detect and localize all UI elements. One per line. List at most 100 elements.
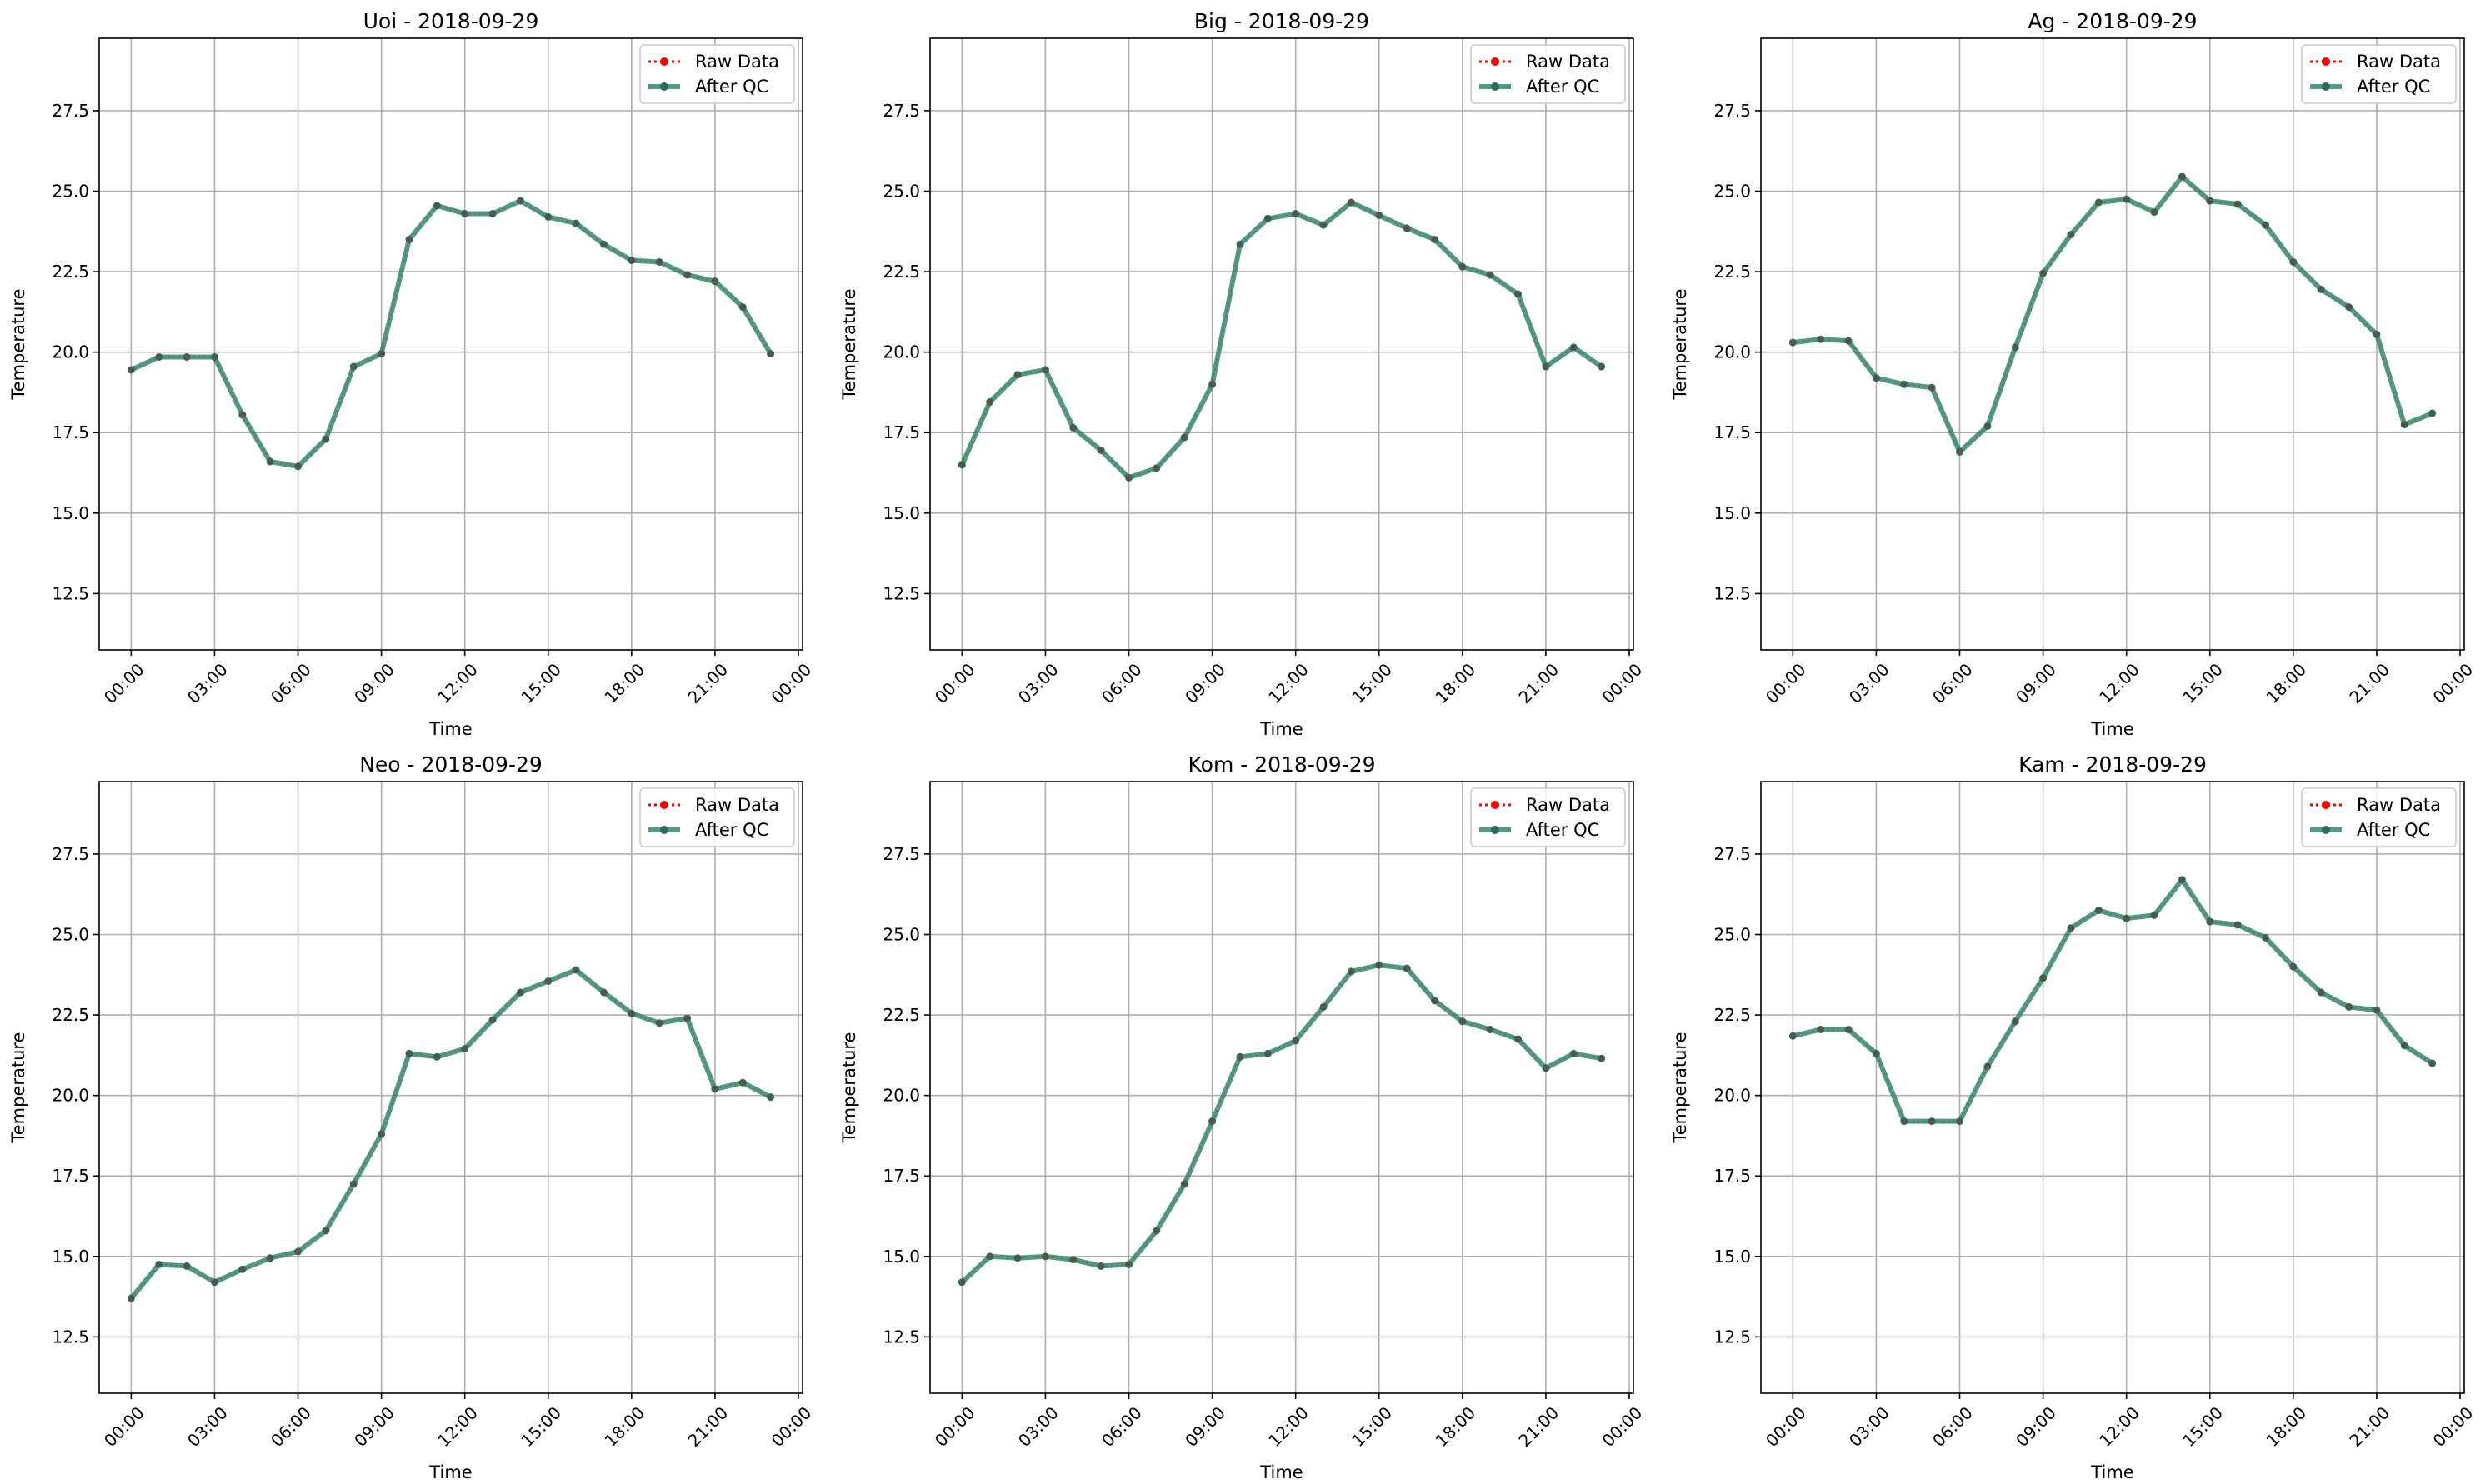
x-tick-label: 00:00 [1598,1402,1647,1451]
legend-raw-marker [1491,801,1499,809]
raw-data-point [2403,1043,2407,1047]
after-qc-point [958,1278,966,1287]
raw-data-point [768,1095,773,1099]
after-qc-point [1928,383,1936,392]
after-qc-point [461,210,469,218]
raw-data-point [323,437,328,441]
y-tick-label: 20.0 [52,1086,89,1106]
legend-raw-marker [660,801,668,809]
series-after-qc [127,966,775,1302]
after-qc-point [1900,380,1908,388]
x-tick-label: 15:00 [517,659,565,707]
x-tick-label: 15:00 [1348,659,1396,707]
after-qc-point [1458,262,1467,271]
grid [99,782,803,1393]
y-axis-label: Temperature [1670,288,1690,400]
after-qc-point [2317,285,2325,293]
y-tick-label: 12.5 [883,583,920,603]
x-tick-label: 06:00 [1098,1402,1146,1451]
after-qc-point [1817,1025,1825,1033]
legend-raw-label: Raw Data [1526,795,1610,815]
raw-data-point [129,367,133,372]
raw-data-point [1099,1264,1103,1268]
x-tick-label: 18:00 [1431,659,1479,707]
y-tick-label: 20.0 [1713,1086,1751,1106]
legend-qc-marker [660,826,668,834]
raw-data-point [1016,1256,1020,1260]
x-axis-label: Time [2090,1462,2133,1482]
after-qc-point [683,1014,692,1022]
raw-data-point [2236,202,2240,206]
after-qc-point [1928,1117,1936,1126]
x-tick-label: 00:00 [1762,1402,1810,1451]
raw-data-point [1847,1027,1851,1032]
after-qc-point [738,303,747,312]
after-qc-point [349,362,358,371]
raw-data-point [1238,242,1242,247]
raw-data-point [1902,382,1906,387]
y-tick-label: 25.0 [883,182,920,202]
raw-data-point [185,355,189,359]
raw-data-point [2208,199,2212,203]
raw-data-point [1902,1119,1906,1123]
y-axis-label: Temperature [839,288,859,400]
after-qc-point [1598,362,1606,371]
series-raw-data [960,963,1603,1284]
y-tick-label: 20.0 [52,342,89,362]
x-tick-label: 00:00 [1598,659,1647,707]
raw-data-point [1071,426,1075,430]
raw-data-point [988,400,992,404]
raw-data-point [1154,1228,1158,1232]
after-qc-line [1792,877,2434,1124]
after-qc-point [155,352,163,361]
after-qc-point [544,212,553,221]
after-qc-point [349,1180,358,1188]
after-qc-point [2345,1002,2353,1011]
legend: Raw Data After QC [1470,787,1626,847]
x-tick-label: 21:00 [1514,659,1563,707]
legend-qc-label: After QC [2357,77,2430,97]
after-qc-point [1319,1002,1328,1011]
after-qc-point [322,435,330,443]
legend-qc-label: After QC [1526,77,1599,97]
raw-data-point [960,462,964,467]
after-qc-point [2373,1006,2381,1014]
after-qc-point [2178,172,2186,181]
subplot-5: 12.5 15.0 17.5 20.0 22.5 25.0 27.5 00:00 03:00 06… [839,752,1646,1482]
raw-data-point [2291,965,2295,969]
legend-raw-marker [660,57,668,66]
x-tick-label: 18:00 [600,1402,648,1451]
after-qc-point [1208,380,1217,388]
x-tick-label: 06:00 [1098,659,1146,707]
after-qc-point [738,1078,747,1087]
raw-data-point [741,1081,745,1085]
x-tick-label: 00:00 [100,659,148,707]
legend: Raw Data After QC [2301,44,2457,104]
after-qc-point [1817,335,1825,343]
axes-frame [98,37,803,651]
legend-qc-label: After QC [695,820,768,840]
after-qc-point [1041,366,1049,374]
after-qc-point [2428,409,2437,417]
raw-data-point [352,1182,356,1186]
y-tick-label: 12.5 [52,583,89,603]
raw-data-point [1405,967,1409,971]
y-tick-label: 12.5 [883,1327,920,1347]
x-tick-label: 12:00 [2095,1402,2143,1451]
y-tick-label: 27.5 [52,101,89,121]
after-qc-point [1844,337,1853,345]
raw-data-point [1210,382,1214,387]
x-tick-label: 15:00 [2178,659,2227,707]
after-qc-point [958,461,966,469]
after-qc-point [127,366,135,374]
subplot-4: 12.5 15.0 17.5 20.0 22.5 25.0 27.5 00:00 03:00 06… [8,752,815,1482]
raw-data-point [2041,976,2045,980]
raw-data-point [1238,1055,1242,1059]
after-qc-point [2011,343,2019,352]
after-qc-point [1263,214,1272,222]
after-qc-point [2178,876,2186,884]
x-axis-label: Time [2090,719,2133,739]
x-tick-label: 12:00 [1264,1402,1313,1451]
raw-data-point [296,464,300,468]
after-qc-point [1013,1254,1022,1262]
